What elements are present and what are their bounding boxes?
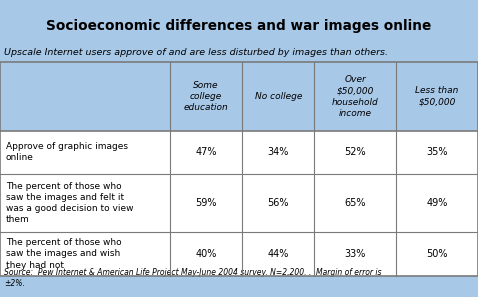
Text: Approve of graphic images
online: Approve of graphic images online bbox=[6, 142, 128, 162]
Text: 35%: 35% bbox=[426, 147, 448, 157]
Text: 65%: 65% bbox=[345, 198, 366, 208]
Text: 44%: 44% bbox=[268, 249, 289, 259]
Bar bbox=[0, 174, 478, 232]
Text: No college: No college bbox=[254, 92, 302, 101]
Text: 56%: 56% bbox=[268, 198, 289, 208]
Text: 47%: 47% bbox=[196, 147, 217, 157]
Text: Upscale Internet users approve of and are less disturbed by images than others.: Upscale Internet users approve of and ar… bbox=[4, 48, 388, 57]
Text: Some
college
education: Some college education bbox=[184, 81, 228, 112]
Text: Over
$50,000
household
income: Over $50,000 household income bbox=[332, 75, 379, 118]
Text: 40%: 40% bbox=[196, 249, 217, 259]
Text: Socioeconomic differences and war images online: Socioeconomic differences and war images… bbox=[46, 19, 432, 33]
Text: 50%: 50% bbox=[426, 249, 448, 259]
Text: Less than
$50,000: Less than $50,000 bbox=[415, 86, 459, 107]
Text: 49%: 49% bbox=[426, 198, 448, 208]
Text: 52%: 52% bbox=[344, 147, 366, 157]
Bar bbox=[0, 232, 478, 276]
Text: The percent of those who
saw the images and felt it
was a good decision to view
: The percent of those who saw the images … bbox=[6, 181, 133, 224]
Text: 33%: 33% bbox=[345, 249, 366, 259]
Text: The percent of those who
saw the images and wish
they had not: The percent of those who saw the images … bbox=[6, 238, 121, 270]
Text: 59%: 59% bbox=[196, 198, 217, 208]
Bar bbox=[0, 62, 478, 276]
Bar bbox=[0, 131, 478, 174]
Text: Source:  Pew Internet & American Life Project May-June 2004 survey. N=2,200. .  : Source: Pew Internet & American Life Pro… bbox=[4, 268, 381, 288]
Text: 34%: 34% bbox=[268, 147, 289, 157]
